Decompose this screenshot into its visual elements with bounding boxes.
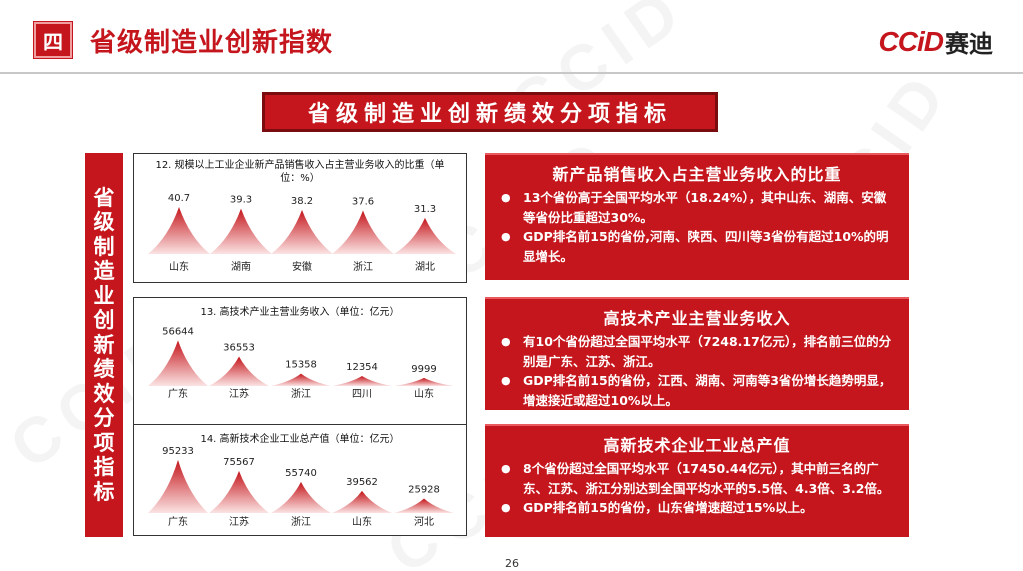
side-label-char: 造 — [93, 259, 115, 284]
bullet-item: 13个省份高于全国平均水平（18.24%），其中山东、湖南、安徽等省份比重超过3… — [501, 188, 897, 227]
peak-mark — [210, 208, 272, 254]
chart-title: 13. 高技术产业主营业务收入（单位：亿元） — [200, 307, 400, 318]
panel-title: 高技术产业主营业务收入 — [603, 309, 791, 328]
category-label: 河北 — [414, 516, 434, 528]
peak-mark — [148, 340, 208, 386]
bullet-list: 有10个省份超过全国平均水平（7248.17亿元），排名前三位的分别是广东、江苏… — [485, 332, 909, 410]
category-label: 湖北 — [415, 261, 435, 273]
data-label: 75567 — [223, 457, 255, 468]
side-label-char: 指 — [93, 455, 115, 480]
section-banner: 省级制造业创新绩效分项指标 — [262, 92, 718, 132]
chart-plot: 56644 广东 36553 江苏 15358 浙江 12354 四川 9999 山东 — [148, 326, 454, 400]
side-label-char: 新 — [93, 332, 115, 357]
side-label-char: 创 — [93, 308, 115, 333]
category-label: 安徽 — [292, 260, 312, 273]
chart-title: 14. 高新技术企业工业总产值（单位：亿元） — [200, 434, 400, 445]
peak-mark — [394, 217, 456, 254]
bullet-item: 有10个省份超过全国平均水平（7248.17亿元），排名前三位的分别是广东、江苏… — [501, 332, 897, 371]
category-label: 山东 — [352, 515, 372, 528]
logo-latin: CCiD — [878, 25, 944, 57]
chart-new-product-ratio: 12. 规模以上工业企业新产品销售收入占主营业务收入的比重（单位：%） 40.7… — [133, 153, 467, 283]
peak-mark — [271, 209, 333, 254]
data-label: 12354 — [346, 362, 378, 373]
data-label: 31.3 — [414, 204, 436, 215]
section-number-badge: 四 — [33, 21, 73, 59]
peak-mark — [148, 206, 210, 254]
panel-title: 高新技术企业工业总产值 — [603, 436, 791, 455]
chart-plot: 95233 广东 75567 江苏 55740 浙江 39562 山东 25928 河北 — [148, 446, 454, 528]
chart-title: 12. 规模以上工业企业新产品销售收入占主营业务收入的比重（单位：%） — [155, 160, 445, 184]
page-title: 省级制造业创新指数 — [90, 28, 334, 58]
side-label-char: 效 — [93, 381, 115, 406]
data-label: 55740 — [285, 468, 317, 479]
category-label: 浙江 — [291, 388, 311, 400]
data-label: 25928 — [408, 485, 440, 496]
peak-mark — [209, 356, 269, 386]
data-label: 40.7 — [168, 193, 190, 204]
data-label: 38.2 — [291, 196, 313, 207]
side-label-char: 项 — [93, 430, 115, 455]
data-label: 15358 — [285, 360, 317, 371]
side-label-char: 绩 — [93, 357, 115, 382]
peak-mark — [332, 210, 394, 254]
data-label: 56644 — [162, 326, 194, 337]
panel-title: 新产品销售收入占主营业务收入的比重 — [552, 165, 842, 184]
slide-header: 四 省级制造业创新指数 CCiD 赛迪 — [0, 0, 1023, 74]
peak-mark — [394, 377, 454, 386]
chart-hightech-output: 14. 高新技术企业工业总产值（单位：亿元） 95233 广东 75567 江苏 557… — [133, 424, 467, 536]
panel-new-product-ratio: 新产品销售收入占主营业务收入的比重 13个省份高于全国平均水平（18.24%），… — [485, 153, 909, 280]
data-label: 39.3 — [230, 195, 252, 206]
category-label: 浙江 — [291, 516, 311, 528]
bullet-item: 8个省份超过全国平均水平（17450.44亿元），其中前三名的广东、江苏、浙江分… — [501, 459, 897, 498]
bullet-item: GDP排名前15的省份，山东省增速超过15%以上。 — [501, 498, 897, 518]
panel-hightech-output: 高新技术企业工业总产值 8个省份超过全国平均水平（17450.44亿元），其中前… — [485, 424, 909, 537]
peak-mark — [394, 498, 454, 513]
bullet-list: 13个省份高于全国平均水平（18.24%），其中山东、湖南、安徽等省份比重超过3… — [485, 188, 909, 266]
data-label: 95233 — [162, 446, 194, 457]
peak-mark — [332, 490, 392, 513]
side-label-char: 制 — [93, 234, 115, 259]
peak-mark — [148, 459, 208, 513]
side-label-char: 级 — [93, 210, 115, 235]
bullet-list: 8个省份超过全国平均水平（17450.44亿元），其中前三名的广东、江苏、浙江分… — [485, 459, 909, 518]
side-vertical-label: 省级制造业创新绩效分项指标 — [85, 153, 123, 537]
side-label-char: 分 — [93, 406, 115, 431]
peak-mark — [332, 376, 392, 386]
bullet-item: GDP排名前15的省份，江西、湖南、河南等3省份增长趋势明显，增速接近或超过10… — [501, 371, 897, 410]
category-label: 江苏 — [229, 387, 249, 400]
side-label-char: 省 — [93, 185, 115, 210]
peak-mark — [271, 373, 331, 386]
data-label: 39562 — [346, 477, 378, 488]
data-label: 9999 — [411, 364, 436, 375]
page-number: 26 — [505, 557, 519, 570]
category-label: 湖南 — [231, 260, 251, 273]
category-label: 山东 — [169, 260, 189, 273]
peak-mark — [271, 481, 331, 513]
data-label: 36553 — [223, 343, 255, 354]
category-label: 广东 — [168, 515, 188, 528]
logo-chinese: 赛迪 — [945, 31, 993, 58]
chart-plot: 40.7 山东 39.3 湖南 38.2 安徽 37.6 浙江 31.3 湖北 — [148, 193, 456, 273]
category-label: 四川 — [352, 389, 372, 400]
ccid-logo: CCiD 赛迪 — [879, 24, 993, 59]
side-label-char: 标 — [93, 479, 115, 504]
data-label: 37.6 — [352, 197, 374, 208]
panel-hightech-revenue: 高技术产业主营业务收入 有10个省份超过全国平均水平（7248.17亿元），排名… — [485, 297, 909, 410]
side-label-char: 业 — [93, 283, 115, 308]
category-label: 广东 — [168, 387, 188, 400]
category-label: 江苏 — [229, 515, 249, 528]
category-label: 山东 — [414, 387, 434, 400]
category-label: 浙江 — [353, 261, 373, 273]
peak-mark — [209, 470, 269, 513]
chart-hightech-revenue: 13. 高技术产业主营业务收入（单位：亿元） 56644 广东 36553 江苏 153… — [133, 297, 467, 427]
bullet-item: GDP排名前15的省份,河南、陕西、四川等3省份有超过10%的明显增长。 — [501, 227, 897, 266]
